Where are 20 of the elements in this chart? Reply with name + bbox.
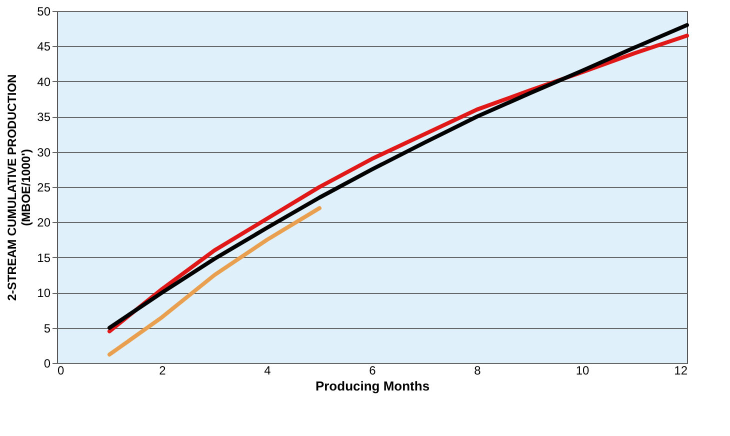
line-series <box>108 206 322 357</box>
x-tick-label: 2 <box>159 364 166 378</box>
y-tick-label: 30 <box>37 145 51 160</box>
x-tick-label: 12 <box>674 364 688 378</box>
y-axis-title: 2-STREAM CUMULATIVE PRODUCTION (MBOE/1000') <box>5 74 34 301</box>
y-tick-label: 40 <box>37 74 51 89</box>
y-tick-label: 25 <box>37 180 51 194</box>
y-tick-label: 35 <box>37 110 51 124</box>
y-tick-label: 20 <box>37 216 51 230</box>
x-axis-title: Producing Months <box>315 378 430 394</box>
x-tick-label: 0 <box>58 364 64 378</box>
y-tick-label: 5 <box>44 321 51 336</box>
x-tick-label: 8 <box>474 364 482 378</box>
x-tick-label: 4 <box>264 364 272 378</box>
y-tick-label: 10 <box>37 286 51 300</box>
x-tick-label: 10 <box>576 364 590 378</box>
y-tick-label: 15 <box>37 250 51 265</box>
y-tick-label: 45 <box>37 40 51 54</box>
y-tick-label: 50 <box>37 4 51 18</box>
x-tick-label: 6 <box>369 364 376 378</box>
